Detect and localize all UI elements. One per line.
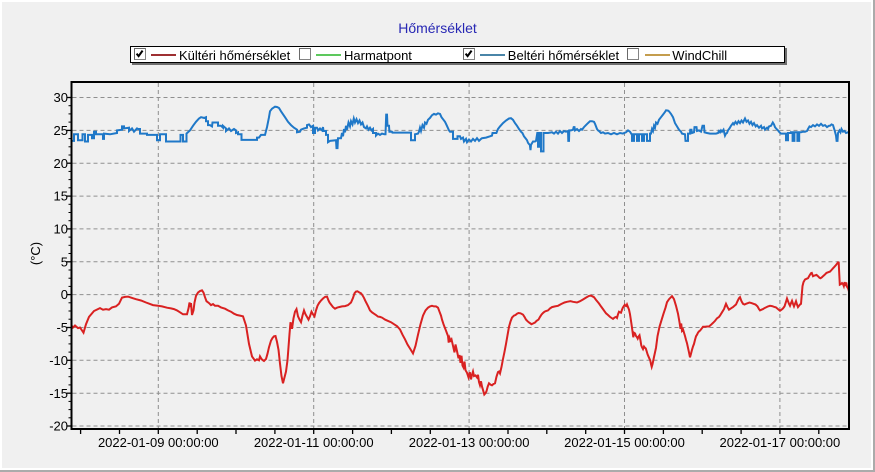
- svg-text:-10: -10: [49, 353, 68, 368]
- svg-text:15: 15: [54, 189, 68, 204]
- svg-text:25: 25: [54, 123, 68, 138]
- svg-text:2022-01-11 00:00:00: 2022-01-11 00:00:00: [254, 435, 374, 450]
- svg-text:5: 5: [61, 254, 68, 269]
- svg-text:-15: -15: [49, 386, 68, 401]
- svg-text:2022-01-15 00:00:00: 2022-01-15 00:00:00: [564, 435, 685, 450]
- svg-text:-20: -20: [49, 419, 68, 434]
- svg-text:-5: -5: [56, 320, 68, 335]
- svg-text:10: 10: [54, 222, 68, 237]
- svg-text:(°C): (°C): [28, 242, 43, 265]
- svg-text:20: 20: [54, 156, 68, 171]
- svg-text:2022-01-13 00:00:00: 2022-01-13 00:00:00: [409, 435, 530, 450]
- svg-text:2022-01-17 00:00:00: 2022-01-17 00:00:00: [720, 435, 841, 450]
- svg-text:30: 30: [54, 90, 68, 105]
- svg-text:0: 0: [61, 287, 68, 302]
- svg-text:2022-01-09 00:00:00: 2022-01-09 00:00:00: [98, 435, 219, 450]
